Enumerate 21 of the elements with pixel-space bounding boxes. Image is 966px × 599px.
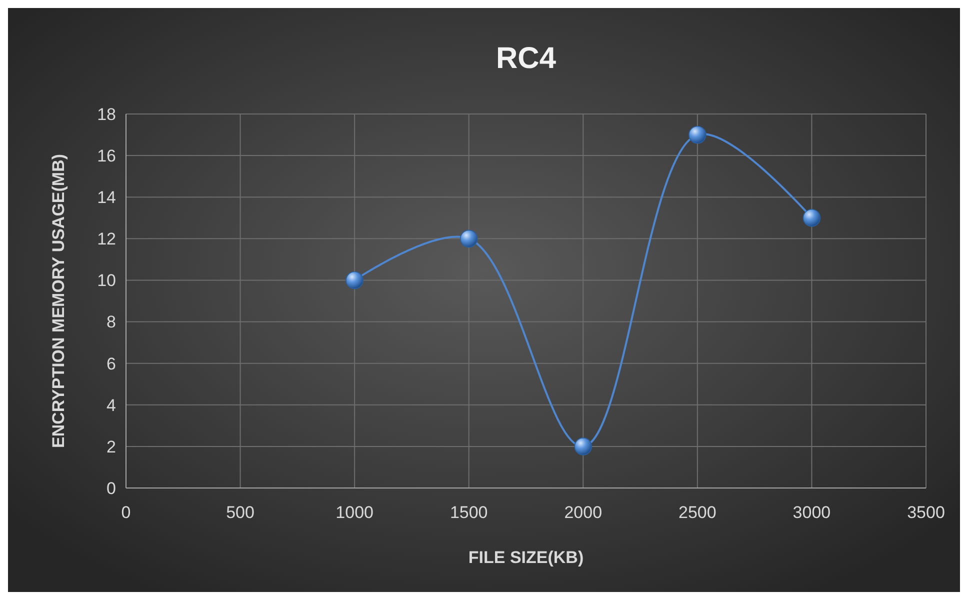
y-tick-label: 14 (97, 188, 116, 208)
x-tick-label: 0 (121, 503, 131, 522)
chart-title: RC4 (496, 42, 556, 75)
y-tick-label: 6 (106, 354, 116, 374)
x-tick-label: 1500 (450, 503, 488, 522)
y-axis-title: ENCRYPTION MEMORY USAGE(MB) (49, 154, 68, 448)
y-tick-label: 16 (97, 146, 116, 166)
y-tick-label: 4 (106, 396, 116, 415)
x-axis-title: FILE SIZE(KB) (468, 548, 584, 567)
x-tick-label: 1000 (336, 503, 374, 522)
x-tick-label: 3000 (792, 503, 831, 522)
x-tick-label: 3500 (907, 503, 945, 522)
y-tick-label: 8 (106, 312, 116, 332)
y-tick-label: 2 (106, 437, 116, 456)
y-tick-label: 0 (106, 478, 116, 498)
x-tick-label: 500 (226, 503, 254, 522)
y-tick-label: 12 (97, 230, 116, 249)
x-tick-label: 2500 (678, 503, 716, 522)
y-tick-label: 10 (97, 271, 116, 290)
x-tick-label: 2000 (564, 503, 602, 522)
y-tick-label: 18 (97, 104, 116, 124)
